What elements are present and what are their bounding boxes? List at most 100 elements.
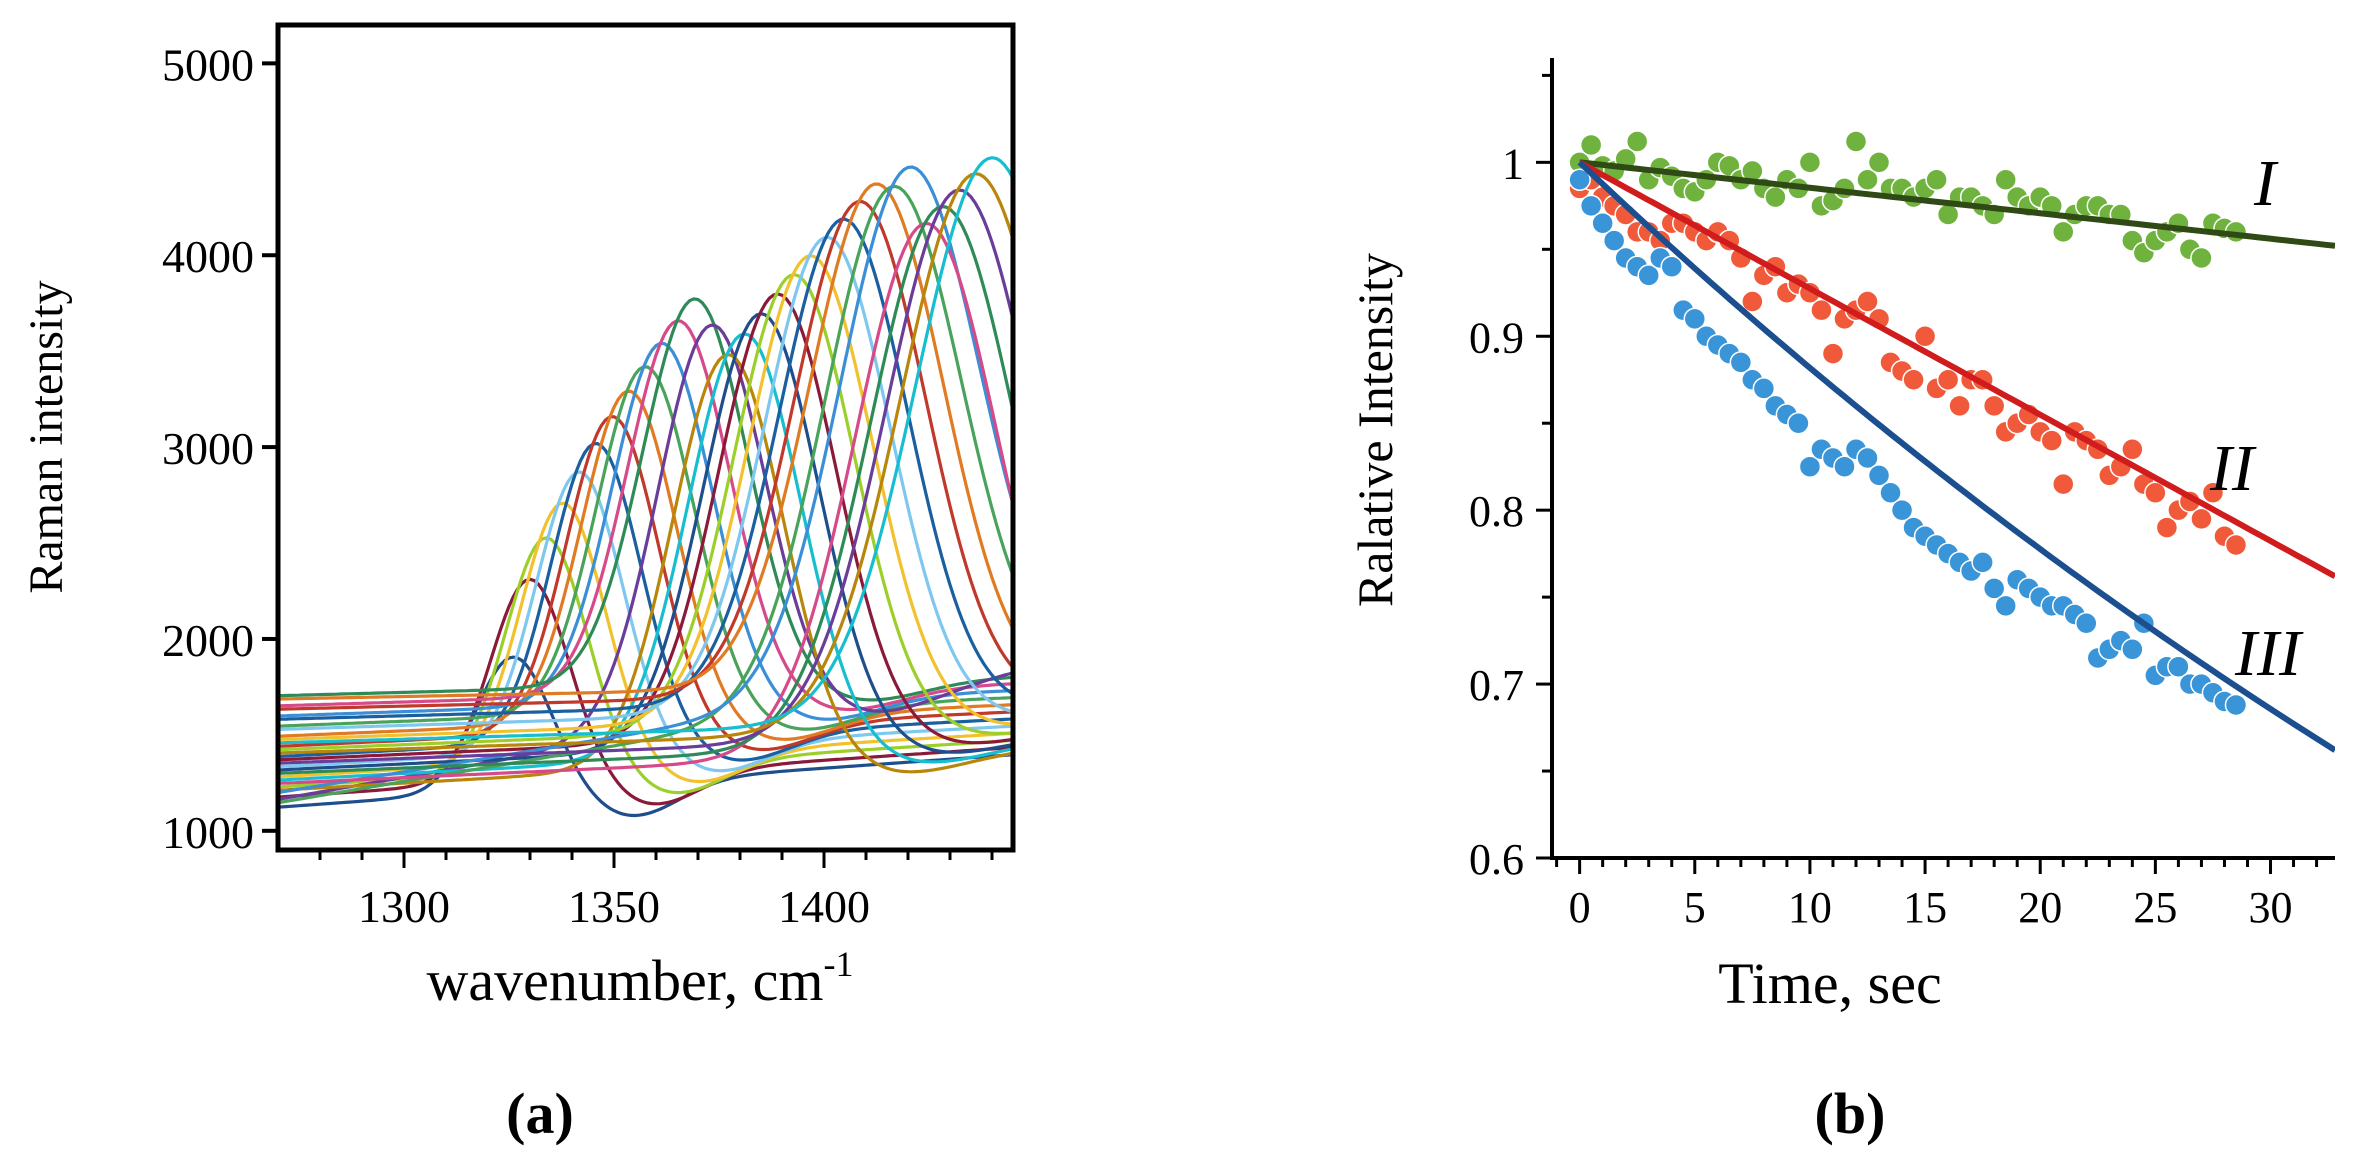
a-panel-label: (a) [506, 1081, 574, 1146]
b-point-III [1833, 455, 1856, 478]
a-x-tick-label: 1300 [358, 881, 450, 932]
b-point-II [1810, 298, 1833, 322]
a-x-axis-label-superscript: -1 [824, 944, 854, 984]
a-y-tick-label: 3000 [162, 423, 254, 474]
a-spectrum-curve [278, 204, 1013, 775]
b-point-III [1568, 168, 1591, 191]
b-point-III [2121, 638, 2144, 661]
a-spectrum-curve [278, 254, 1013, 742]
a-spectra-curves [278, 156, 1013, 818]
b-fit-line-I [1579, 159, 2335, 249]
a-spectrum-curve [278, 172, 1013, 755]
b-point-II [2201, 481, 2225, 505]
b-point-III [1879, 481, 1902, 505]
b-y-tick-label: 0.6 [1469, 835, 1524, 884]
b-point-III [1729, 351, 1753, 374]
b-point-III [1579, 194, 1603, 218]
b-point-III [1637, 264, 1660, 287]
a-spectrum-curve [278, 235, 1013, 732]
b-point-III [1856, 446, 1879, 470]
panel-a: 1000 2000 3000 4000 5000 1300 1350 1400 Raman i… [20, 22, 1016, 1146]
b-point-I [1925, 168, 1948, 191]
b-point-III [1798, 455, 1822, 478]
b-fit-line-III [1577, 160, 2335, 753]
b-point-III [1660, 255, 1684, 278]
b-y-tick-label: 0.8 [1469, 487, 1524, 536]
a-axis-ticks: 1000 2000 3000 4000 5000 1300 1350 1400 [162, 39, 994, 932]
b-point-III [1982, 577, 2006, 600]
b-point-II [1936, 368, 1960, 391]
b-point-II [1856, 290, 1879, 313]
b-point-II [1821, 342, 1845, 365]
a-x-tick-label: 1400 [778, 881, 870, 932]
a-y-tick-label: 5000 [162, 39, 254, 90]
a-x-tick-label: 1350 [568, 881, 660, 932]
b-point-II [1948, 394, 1971, 418]
b-point-III [1971, 551, 1994, 574]
b-point-III [2224, 693, 2248, 717]
b-point-III [2075, 611, 2098, 635]
b-x-tick-label: 20 [2018, 883, 2062, 932]
b-point-III [2167, 655, 2190, 678]
b-point-II [2155, 516, 2179, 539]
b-point-I [1844, 130, 1868, 153]
b-point-I [1579, 133, 1603, 157]
a-y-axis-label: Raman intensity [20, 280, 73, 593]
a-spectrum-curve [278, 182, 1013, 701]
b-point-I [1798, 151, 1822, 174]
b-point-I [2052, 220, 2075, 244]
b-point-III [1752, 377, 1776, 400]
b-y-tick-label: 0.7 [1469, 661, 1524, 710]
a-y-tick-label: 4000 [162, 231, 254, 282]
b-x-axis-label: Time, sec [1718, 951, 1941, 1016]
b-x-tick-label: 30 [2249, 883, 2293, 932]
b-point-I [1856, 168, 1879, 191]
b-axis-ticks: 0.60.70.80.910 5 10 15 20 25 30 [1469, 73, 2319, 932]
a-spectrum-curve [278, 217, 1013, 721]
b-point-II [1982, 394, 2006, 418]
a-spectrum-curve [278, 577, 1013, 806]
b-annotation-II: II [2209, 432, 2257, 505]
a-spectrum-curve [278, 292, 1013, 762]
b-point-III [1867, 464, 1891, 487]
b-point-I [2190, 246, 2213, 270]
a-spectrum-curve [278, 655, 1013, 818]
b-point-II [2144, 481, 2167, 505]
b-point-II [1741, 290, 1764, 313]
a-x-axis-label: wavenumber, cm-1 [426, 944, 853, 1013]
b-point-III [1890, 498, 1914, 522]
b-panel-label: (b) [1815, 1081, 1886, 1146]
b-point-III [1787, 411, 1810, 435]
b-point-III [1994, 594, 2017, 618]
a-x-axis-label-text: wavenumber, cm [426, 948, 823, 1013]
a-y-tick-label: 2000 [162, 615, 254, 666]
a-spectrum-curve [278, 319, 1013, 712]
a-spectrum-curve [278, 389, 1013, 741]
b-x-tick-label: 15 [1903, 883, 1947, 932]
a-spectrum-curve [278, 221, 1013, 786]
b-point-III [1602, 229, 1626, 252]
b-annotation-I: I [2253, 147, 2279, 220]
b-point-II [2052, 472, 2075, 496]
b-annotation-III: III [2234, 617, 2304, 690]
a-spectrum-curve [278, 156, 1013, 745]
b-y-tick-label: 0.9 [1469, 313, 1524, 362]
a-spectrum-curve [278, 312, 1013, 772]
b-data-marks [1568, 130, 2335, 753]
b-point-I [1994, 168, 2017, 191]
a-spectrum-curve [278, 341, 1013, 721]
a-spectrum-curve [278, 297, 1013, 702]
b-point-II [2224, 533, 2248, 557]
b-x-tick-label: 25 [2133, 883, 2177, 932]
panel-b: 0.60.70.80.910 5 10 15 20 25 30 Ralative Inten… [1347, 58, 2335, 1146]
b-point-II [1902, 368, 1925, 391]
a-plot-frame [275, 22, 1016, 853]
a-y-tick-label: 1000 [162, 807, 254, 858]
a-spectrum-curve [278, 188, 1013, 765]
b-point-III [1591, 211, 1614, 235]
b-x-tick-label: 0 [1569, 883, 1591, 932]
b-point-III [1683, 307, 1707, 331]
b-y-axis-label: Ralative Intensity [1347, 253, 1403, 607]
b-fit-line-II [1578, 159, 2335, 579]
